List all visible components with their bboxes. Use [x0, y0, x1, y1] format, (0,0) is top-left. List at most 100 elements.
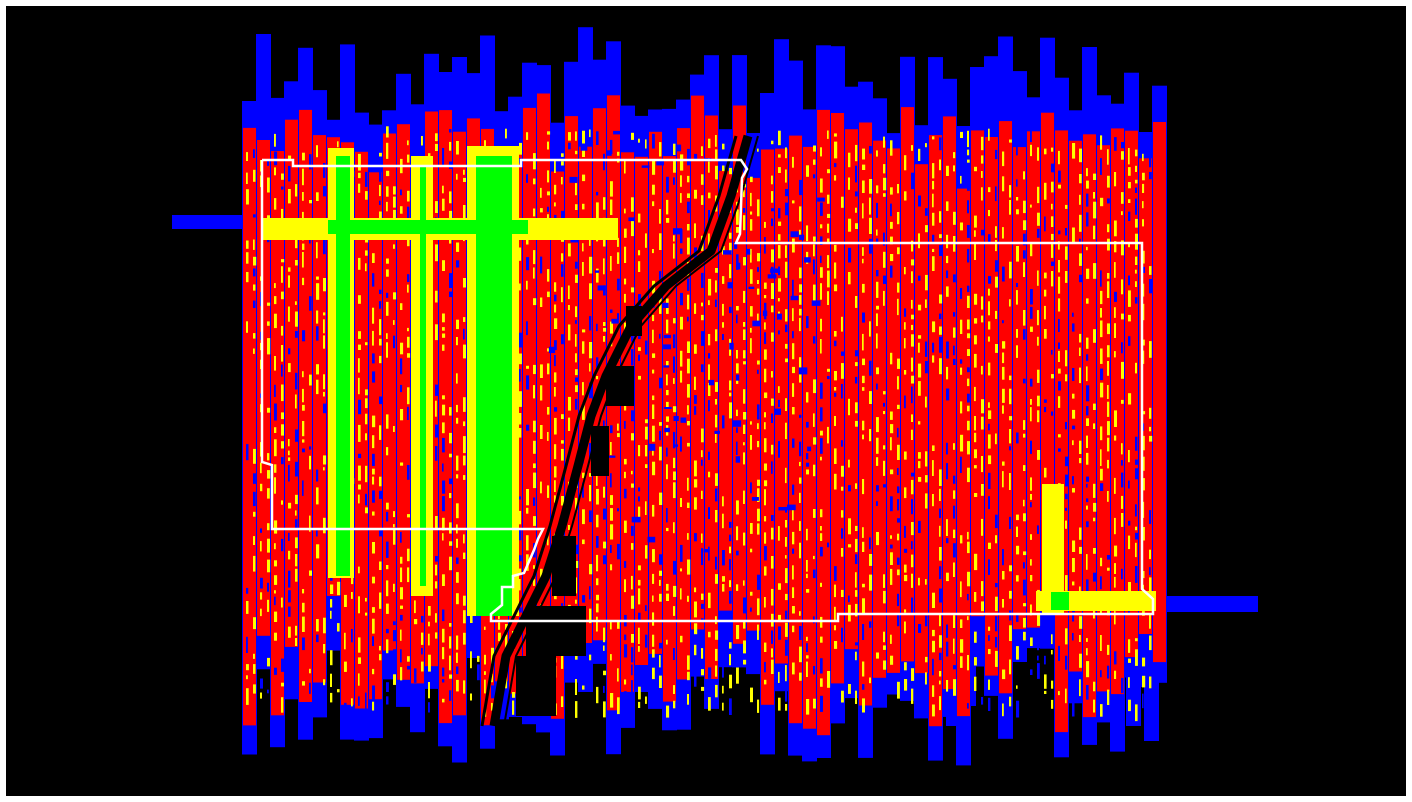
overlap-speckle — [246, 587, 249, 594]
overlap-speckle — [1009, 416, 1013, 421]
overlap-speckle — [1037, 228, 1040, 238]
overlap-speckle — [407, 239, 410, 247]
overlap-speckle — [715, 510, 718, 523]
overlap-speckle — [743, 452, 745, 465]
overlap-speckle — [736, 625, 740, 640]
overlap-speckle — [981, 456, 983, 473]
overlap-speckle — [834, 133, 837, 137]
overlap-speckle — [785, 537, 787, 547]
overlap-speckle — [1044, 216, 1046, 232]
overlap-speckle — [1002, 461, 1005, 466]
map-canvas[interactable] — [6, 6, 1406, 796]
overlap-speckle — [449, 141, 452, 151]
overlap-speckle — [869, 574, 873, 591]
overlap-speckle — [820, 533, 823, 541]
overlap-speckle — [792, 156, 794, 168]
overlap-speckle — [274, 133, 276, 147]
swath-core — [635, 156, 648, 666]
overlap-speckle — [988, 336, 990, 342]
overlap-speckle — [876, 305, 879, 310]
overlap-speckle — [995, 514, 998, 529]
overlap-speckle — [855, 207, 857, 213]
overlap-speckle — [1051, 163, 1054, 173]
overlap-speckle — [666, 390, 669, 396]
overlap-speckle — [1128, 582, 1131, 592]
overlap-speckle — [925, 361, 928, 374]
overlap-speckle — [519, 391, 522, 407]
overlap-speckle — [967, 467, 970, 483]
overlap-speckle — [757, 441, 760, 448]
overlap-speckle — [680, 350, 683, 367]
overlap-speckle — [442, 148, 445, 165]
overlap-speckle — [897, 518, 901, 523]
overlap-speckle — [834, 262, 837, 279]
overlap-speckle — [897, 613, 900, 627]
overlap-speckle — [1065, 228, 1067, 236]
overlap-speckle — [967, 393, 970, 403]
overlap-speckle — [729, 580, 731, 588]
overlap-speckle — [596, 474, 598, 486]
overlap-speckle — [790, 231, 799, 238]
overlap-speckle — [617, 668, 619, 682]
overlap-speckle — [946, 519, 948, 536]
overlap-speckle — [841, 510, 844, 518]
overlap-speckle — [561, 177, 563, 185]
overlap-speckle — [358, 596, 360, 614]
overlap-speckle — [785, 704, 788, 711]
overlap-speckle — [771, 413, 773, 423]
river-pool — [516, 656, 556, 716]
overlap-speckle — [967, 616, 969, 621]
overlap-speckle — [806, 699, 810, 715]
overlap-speckle — [316, 326, 319, 341]
overlap-speckle — [617, 237, 619, 247]
overlap-speckle — [288, 165, 291, 182]
overlap-speckle — [820, 526, 822, 531]
overlap-speckle — [827, 194, 830, 204]
overlap-speckle — [281, 697, 284, 713]
overlap-speckle — [442, 422, 445, 434]
overlap-speckle — [862, 387, 865, 391]
overlap-speckle — [834, 416, 836, 426]
overlap-speckle — [274, 632, 277, 641]
overlap-speckle — [372, 307, 375, 324]
overlap-speckle — [1128, 699, 1131, 712]
overlap-speckle — [995, 240, 997, 252]
overlap-speckle — [841, 383, 843, 399]
overlap-speckle — [1079, 458, 1082, 464]
overlap-speckle — [568, 132, 571, 141]
overlap-speckle — [876, 532, 879, 546]
overlap-speckle — [967, 130, 969, 148]
overlap-speckle — [253, 333, 256, 339]
overlap-speckle — [1142, 478, 1145, 491]
overlap-speckle — [631, 516, 641, 523]
overlap-speckle — [925, 396, 927, 408]
overlap-speckle — [652, 314, 655, 322]
overlap-speckle — [1079, 546, 1082, 554]
overlap-speckle — [246, 252, 249, 264]
overlap-speckle — [442, 628, 445, 643]
overlap-speckle — [736, 227, 739, 233]
overlap-speckle — [505, 624, 508, 630]
overlap-speckle — [1009, 185, 1012, 198]
overlap-speckle — [1121, 513, 1124, 527]
overlap-speckle — [652, 369, 655, 374]
overlap-speckle — [680, 175, 682, 187]
overlap-speckle — [701, 314, 704, 321]
overlap-speckle — [589, 256, 593, 274]
overlap-speckle — [575, 261, 578, 269]
overlap-speckle — [554, 355, 556, 367]
overlap-speckle — [624, 471, 626, 479]
overlap-speckle — [1023, 465, 1026, 471]
overlap-speckle — [330, 584, 334, 594]
overlap-speckle — [540, 187, 542, 198]
overlap-speckle — [694, 623, 698, 635]
overlap-speckle — [778, 697, 781, 711]
overlap-speckle — [253, 256, 257, 266]
overlap-speckle — [995, 583, 998, 588]
overlap-speckle — [862, 598, 865, 615]
overlap-speckle — [820, 438, 823, 454]
overlap-speckle — [904, 451, 907, 460]
swath-core — [257, 140, 270, 636]
overlap-speckle — [456, 503, 459, 519]
overlap-speckle — [792, 343, 795, 360]
